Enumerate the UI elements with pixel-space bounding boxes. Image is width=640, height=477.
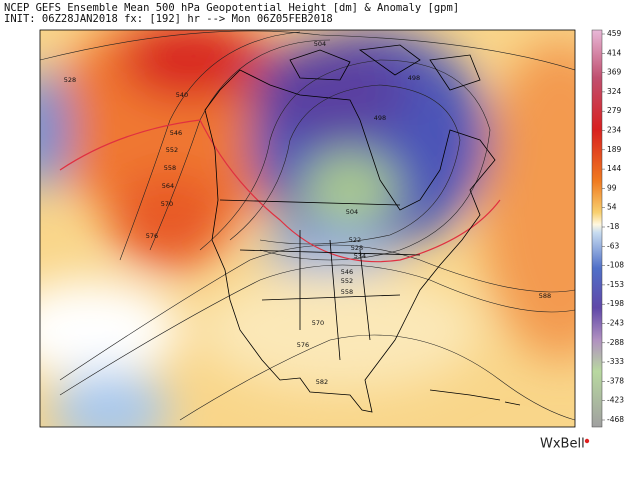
colorbar-label: 144 bbox=[607, 164, 622, 173]
colorbar-label: 234 bbox=[607, 126, 622, 135]
contour-label: 576 bbox=[146, 232, 158, 240]
contour-label: 552 bbox=[341, 277, 353, 285]
colorbar-label: -63 bbox=[607, 241, 619, 250]
contour-label: 552 bbox=[166, 146, 178, 154]
contour-label: 570 bbox=[312, 319, 324, 327]
contour-label: 576 bbox=[297, 341, 309, 349]
contour-label: 570 bbox=[161, 200, 173, 208]
contour-label: 582 bbox=[316, 378, 328, 386]
contour-label: 498 bbox=[408, 74, 420, 82]
subtitle: INIT: 06Z28JAN2018 fx: [192] hr --> Mon … bbox=[4, 13, 333, 25]
contour-label: 498 bbox=[374, 114, 386, 122]
colorbar-label: 324 bbox=[607, 87, 622, 96]
colorbar-label: 459 bbox=[607, 29, 622, 38]
contour-label: 540 bbox=[176, 91, 188, 99]
colorbar-label: -153 bbox=[607, 280, 624, 289]
logo: WxBell bbox=[540, 437, 585, 452]
contour-label: 504 bbox=[346, 208, 358, 216]
colorbar-label: 369 bbox=[607, 68, 622, 77]
colorbar-label: -108 bbox=[607, 261, 624, 270]
contour-label: 558 bbox=[341, 288, 353, 296]
colorbar-label: -378 bbox=[607, 376, 624, 385]
contour-label: 522 bbox=[349, 236, 361, 244]
contour-label: 528 bbox=[351, 244, 363, 252]
colorbar-label: 99 bbox=[607, 183, 617, 192]
map bbox=[40, 30, 575, 427]
contour-label: 504 bbox=[314, 40, 326, 48]
contour-label: 558 bbox=[164, 164, 176, 172]
colorbar-label: -243 bbox=[607, 319, 624, 328]
contour-label: 564 bbox=[162, 182, 174, 190]
colorbar-label: 414 bbox=[607, 48, 622, 57]
colorbar-label: 279 bbox=[607, 106, 622, 115]
contour-label: 546 bbox=[341, 268, 353, 276]
colorbar-label: -198 bbox=[607, 299, 624, 308]
colorbar-label: -288 bbox=[607, 338, 624, 347]
colorbar-label: -18 bbox=[607, 222, 619, 231]
colorbar-label: 54 bbox=[607, 203, 617, 212]
title: NCEP GEFS Ensemble Mean 500 hPa Geopoten… bbox=[4, 2, 459, 14]
logo-dot bbox=[584, 438, 590, 444]
contour-label: 528 bbox=[64, 76, 76, 84]
contour-label: 546 bbox=[170, 129, 182, 137]
contour-label: 534 bbox=[354, 252, 366, 260]
colorbar bbox=[591, 29, 603, 428]
map-frame bbox=[39, 29, 576, 428]
colorbar-label: -333 bbox=[607, 357, 624, 366]
contour-label: 588 bbox=[539, 292, 551, 300]
colorbar-label: 189 bbox=[607, 145, 622, 154]
colorbar-label: -468 bbox=[607, 415, 624, 424]
colorbar-label: -423 bbox=[607, 396, 624, 405]
